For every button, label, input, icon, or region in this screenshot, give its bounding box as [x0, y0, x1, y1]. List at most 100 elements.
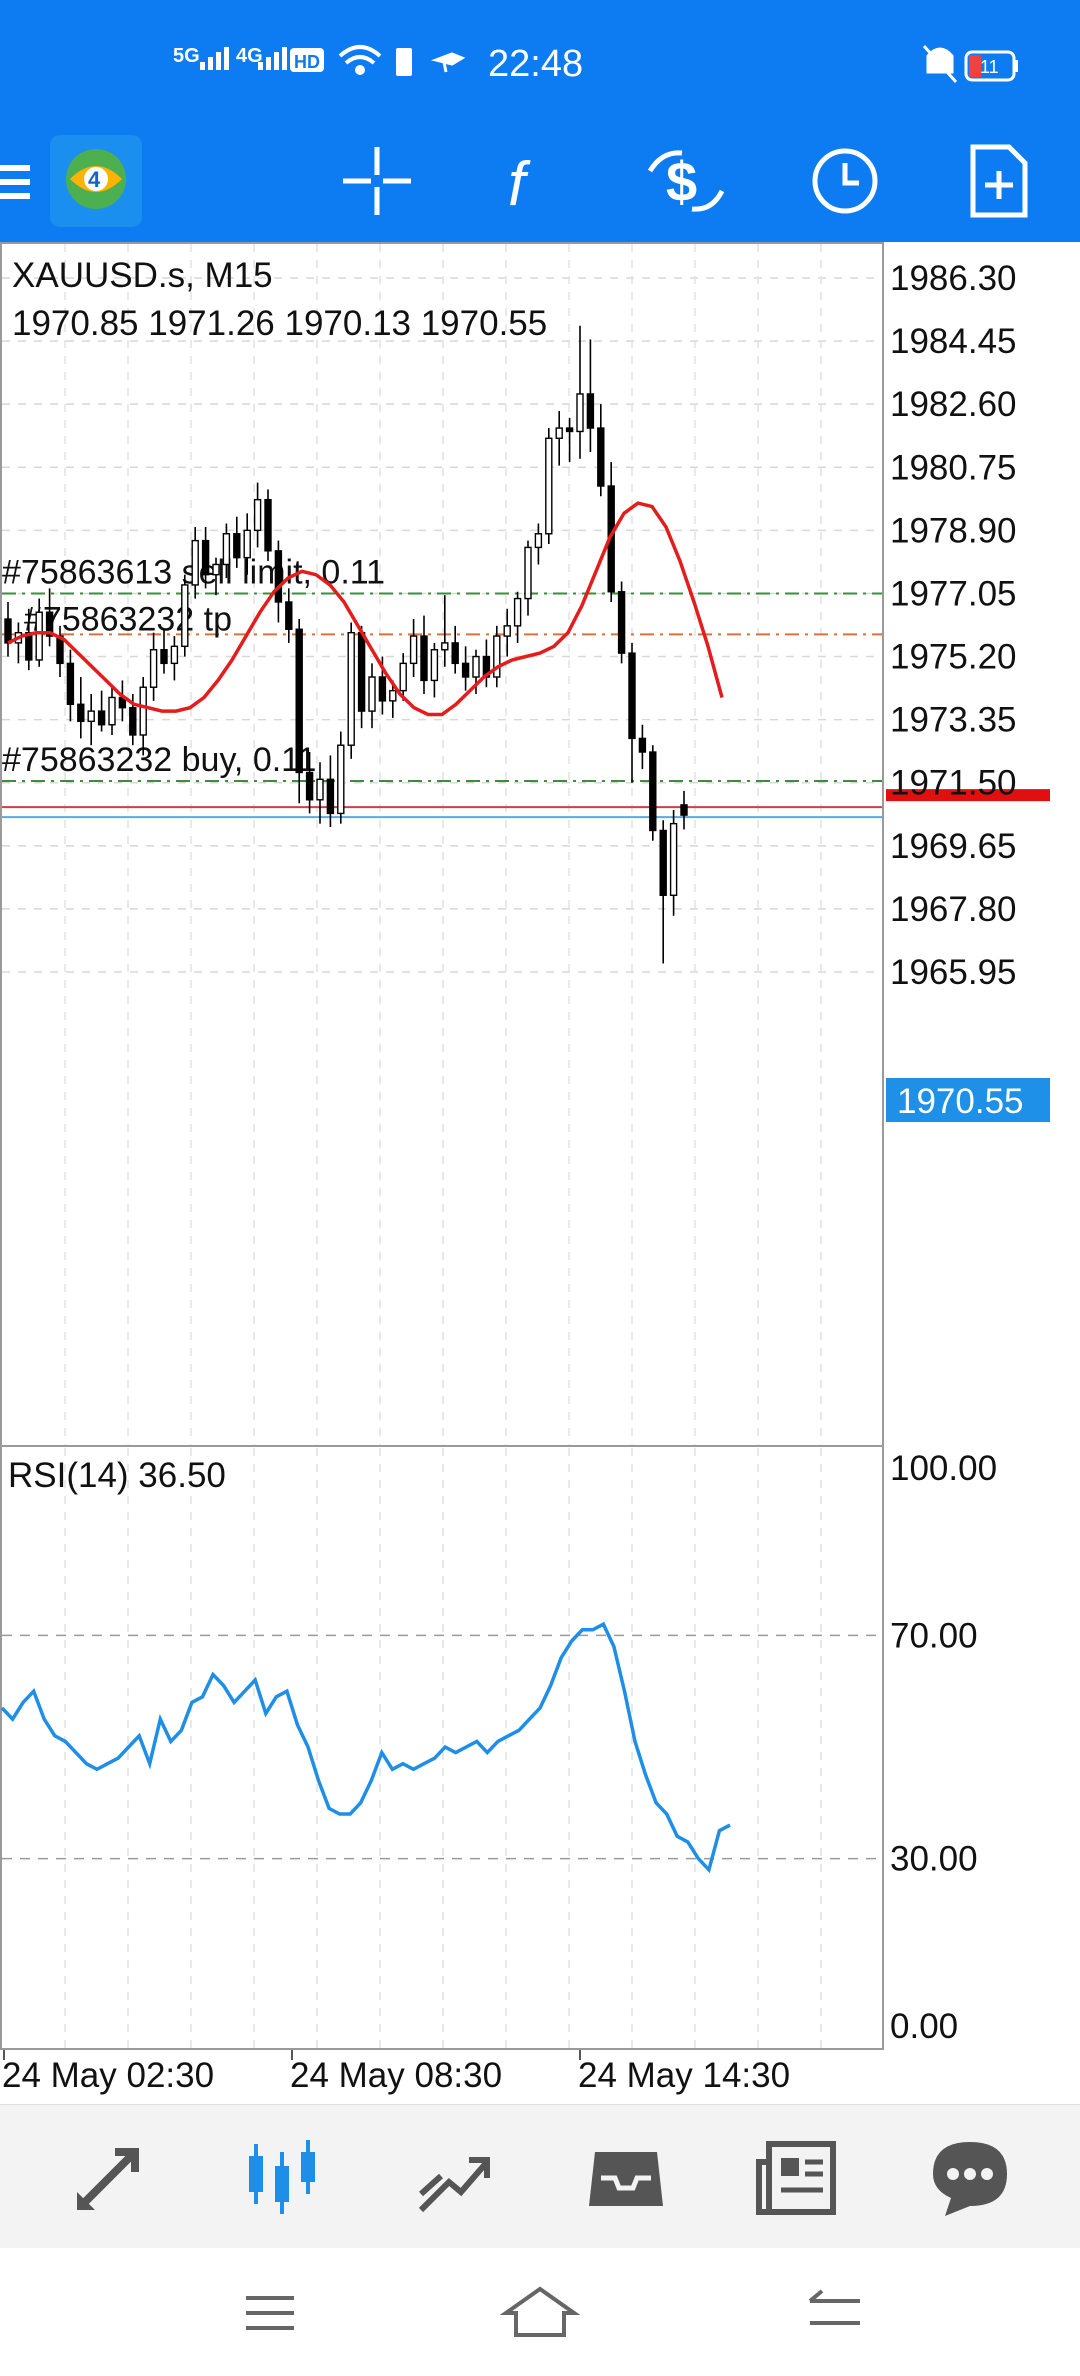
candle [399, 653, 407, 701]
status-bar: 5G 4G HD 22:48 11 [0, 0, 1080, 120]
price-tick-label: 1986.30 [890, 259, 1017, 298]
app-logo-button[interactable]: 4 [46, 120, 146, 242]
candle [680, 790, 688, 830]
price-tick-label: 1973.35 [890, 701, 1017, 740]
ohlc-label: 1970.85 1971.26 1970.13 1970.55 [12, 304, 547, 343]
candle [545, 428, 553, 545]
rsi-label: RSI(14) 36.50 [8, 1456, 226, 1495]
price-chart[interactable]: #75863613 sell limit, 0.11#75863232 tp#7… [0, 242, 1080, 2104]
status-time: 22:48 [488, 43, 583, 85]
candle [316, 762, 324, 824]
candle [274, 540, 283, 623]
price-tick-label: 1975.20 [890, 638, 1017, 677]
svg-text:$: $ [666, 150, 697, 213]
tab-trade[interactable] [384, 2105, 524, 2249]
toolbar: 4 f $ [0, 120, 1080, 242]
chat-bubble-icon [933, 2142, 1007, 2216]
status-icons: 5G 4G HD 22:48 11 [173, 43, 1018, 85]
airplane-icon [430, 52, 466, 73]
tab-quotes[interactable] [40, 2105, 180, 2249]
candle [389, 680, 397, 718]
signal-bars-icon [200, 47, 229, 70]
new-order-button[interactable] [944, 120, 1054, 242]
candle [669, 810, 678, 916]
candle [149, 632, 158, 701]
indicators-button[interactable]: f [475, 120, 585, 242]
trade-button[interactable]: $ [632, 120, 742, 242]
order-label-1: #75863232 tp [24, 600, 232, 638]
battery-level: 11 [980, 57, 999, 77]
svg-text:f: f [508, 150, 531, 219]
candle [201, 526, 210, 589]
candle [326, 755, 335, 828]
candle [597, 404, 605, 497]
clock-icon [812, 148, 878, 214]
candle [222, 523, 231, 579]
rsi-line [0, 1621, 731, 1874]
inbox-icon [589, 2152, 663, 2206]
candle [409, 619, 418, 678]
system-navigation-bar [0, 2248, 1080, 2376]
candle [659, 820, 667, 964]
candle [139, 677, 147, 756]
home-button[interactable] [480, 2268, 600, 2358]
candle [108, 687, 116, 735]
back-arrow-icon [808, 2289, 860, 2325]
crosshair-icon [343, 147, 411, 215]
candle [87, 694, 95, 746]
metatrader-logo-icon: 4 [50, 135, 142, 227]
back-button[interactable] [770, 2268, 890, 2358]
candle [97, 690, 106, 732]
order-label-2: #75863232 buy, 0.11 [2, 741, 316, 779]
candle [617, 581, 626, 664]
ask-price-tag [886, 789, 1050, 802]
tab-history[interactable] [556, 2105, 696, 2249]
tab-chart[interactable] [212, 2105, 352, 2249]
candle [160, 629, 168, 674]
candle [305, 752, 314, 814]
svg-text:4: 4 [88, 167, 101, 192]
candle [264, 489, 272, 562]
candle [243, 513, 251, 575]
candle [170, 636, 179, 681]
candle [524, 540, 532, 616]
tab-news[interactable] [728, 2105, 868, 2249]
rsi-tick-label: 70.00 [890, 1616, 978, 1655]
recent-apps-button[interactable] [210, 2268, 330, 2358]
signal-bars-2-icon [258, 47, 287, 70]
candle [77, 677, 85, 739]
candle [181, 574, 189, 657]
time-tick-label: 24 May 08:30 [290, 2056, 502, 2095]
crosshair-button[interactable] [322, 120, 432, 242]
price-tick-label: 1965.95 [890, 953, 1017, 992]
menu-lines-icon [246, 2296, 294, 2330]
candle [461, 646, 470, 691]
candle [347, 622, 355, 759]
newspaper-icon [756, 2141, 836, 2215]
candle [628, 642, 636, 783]
timeframe-button[interactable] [790, 120, 900, 242]
menu-button[interactable] [0, 120, 40, 242]
candle [451, 625, 459, 674]
candle [576, 325, 584, 459]
home-icon [500, 2286, 580, 2337]
mute-bell-icon [922, 45, 958, 83]
main-chart-frame [0, 242, 884, 1447]
candle [212, 557, 220, 596]
rsi-tick-label: 30.00 [890, 1840, 978, 1879]
wifi-icon [338, 45, 382, 75]
network-5g-label: 5G [173, 45, 200, 67]
price-tick-label: 1980.75 [890, 448, 1017, 487]
candle [191, 526, 199, 599]
candle [534, 523, 543, 565]
price-tick-label: 1967.80 [890, 890, 1017, 929]
candle [638, 724, 647, 770]
chart-area[interactable]: #75863613 sell limit, 0.11#75863232 tp#7… [0, 242, 1080, 2104]
tab-messages[interactable] [900, 2105, 1040, 2249]
price-tick-label: 1969.65 [890, 827, 1017, 866]
candle [649, 745, 657, 841]
moving-average-line [7, 501, 724, 717]
bottom-tab-bar [0, 2104, 1080, 2249]
network-4g-label: 4G [236, 45, 263, 67]
current-price-tag [886, 1078, 1050, 1122]
